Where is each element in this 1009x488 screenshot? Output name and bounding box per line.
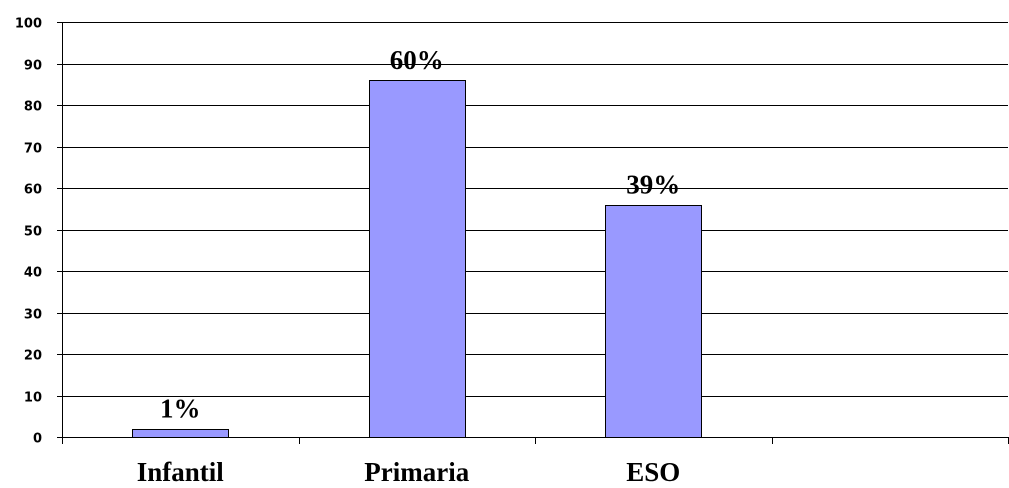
ytick-label: 40 — [24, 266, 42, 281]
data-label: 60% — [390, 45, 444, 75]
ytick-label: 100 — [15, 17, 42, 32]
ytick-label: 10 — [24, 391, 42, 406]
axes — [57, 22, 1009, 444]
gridlines — [62, 22, 1008, 397]
ytick-label: 60 — [24, 183, 42, 198]
xtick-label: ESO — [626, 457, 680, 487]
ytick-label: 0 — [33, 432, 42, 447]
bar-eso — [605, 205, 702, 438]
ytick-label: 70 — [24, 142, 42, 157]
xtick-label: Infantil — [137, 457, 225, 487]
tick-labels: 0 10 20 30 40 50 60 70 80 90 100 Infantil Primaria ES… — [15, 17, 680, 488]
ytick-label: 30 — [24, 308, 42, 323]
data-label: 1% — [160, 394, 201, 424]
ytick-label: 50 — [24, 225, 42, 240]
ytick-label: 80 — [24, 100, 42, 115]
ytick-label: 20 — [24, 349, 42, 364]
bars — [132, 80, 702, 438]
xtick-label: Primaria — [364, 457, 469, 487]
data-labels: 1% 60% 39% — [160, 45, 680, 424]
ytick-label: 90 — [24, 59, 42, 74]
data-label: 39% — [626, 170, 680, 200]
bar-infantil — [132, 429, 229, 438]
bar-primaria — [369, 80, 466, 438]
